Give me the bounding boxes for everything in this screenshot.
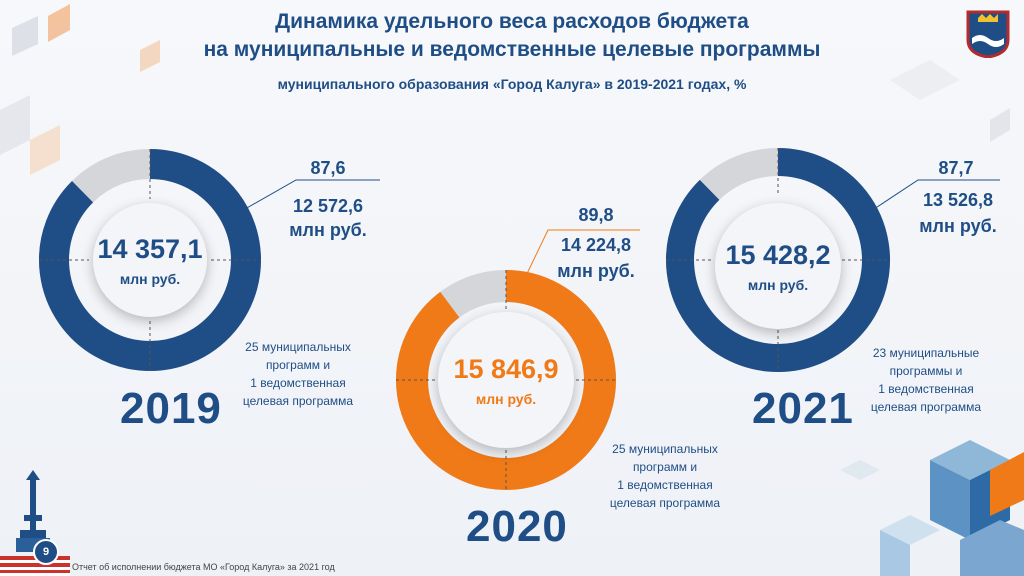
program-amount-2019: 12 572,6	[292, 196, 364, 216]
percent-2020: 89,8	[578, 205, 614, 225]
page-subtitle: муниципального образования «Город Калуга…	[277, 76, 747, 92]
year-2019: 2019	[120, 384, 222, 433]
donut-slice-programs	[666, 148, 890, 372]
page-title-line2: на муниципальные и ведомственные целевые…	[203, 38, 821, 61]
page-title-line1: Динамика удельного веса расходов бюджета	[275, 10, 749, 33]
note-2021-line2: программы и	[889, 364, 963, 378]
donut-center-2021: 15 428,2 млн руб.	[715, 203, 841, 329]
donut-chart-2019	[39, 149, 261, 371]
note-2019-line2: программ и	[265, 358, 331, 372]
programs-note-2021: 23 муниципальные программы и 1 ведомстве…	[856, 344, 996, 416]
percent-2021: 87,7	[938, 158, 974, 178]
note-2019-line4: целевая программа	[242, 394, 354, 408]
donut-slice-programs	[39, 149, 261, 371]
total-unit-2019: млн руб.	[119, 270, 181, 287]
note-2021-line4: целевая программа	[870, 400, 982, 414]
programs-note-2020: 25 муниципальных программ и 1 ведомствен…	[592, 440, 738, 512]
note-2021-line1: 23 муниципальные	[872, 346, 980, 360]
total-unit-2020: млн руб.	[475, 390, 537, 407]
footer-text: Отчет об исполнении бюджета МО «Город Ка…	[72, 562, 335, 572]
note-2020-line4: целевая программа	[609, 496, 721, 510]
donut-slice-programs	[396, 270, 616, 490]
note-2019-line3: 1 ведомственная	[250, 376, 346, 390]
program-unit-2019: млн руб.	[289, 220, 367, 240]
kaluga-coat-of-arms-icon	[966, 10, 1010, 58]
total-unit-2021: млн руб.	[747, 276, 809, 293]
percent-2019: 87,6	[310, 158, 346, 178]
donut-chart-2021	[666, 148, 890, 372]
note-2020-line2: программ и	[632, 460, 698, 474]
donut-center-2020: 15 846,9 млн руб.	[438, 312, 574, 448]
program-amount-2021: 13 526,8	[922, 190, 994, 210]
year-2021: 2021	[752, 384, 854, 433]
note-2020-line1: 25 муниципальных	[612, 442, 718, 456]
programs-note-2019: 25 муниципальных программ и 1 ведомствен…	[228, 338, 368, 410]
donut-center-2019: 14 357,1 млн руб.	[93, 203, 207, 317]
program-amount-2020: 14 224,8	[560, 235, 632, 255]
note-2019-line1: 25 муниципальных	[245, 340, 351, 354]
note-2021-line3: 1 ведомственная	[878, 382, 974, 396]
total-2020: 15 846,9	[453, 353, 559, 384]
year-2020: 2020	[466, 502, 568, 551]
note-2020-line3: 1 ведомственная	[617, 478, 713, 492]
program-unit-2021: млн руб.	[919, 216, 997, 236]
total-2019: 14 357,1	[97, 233, 203, 264]
page-number-badge: 9	[33, 539, 59, 565]
total-2021: 15 428,2	[725, 239, 831, 270]
program-unit-2020: млн руб.	[557, 261, 635, 281]
